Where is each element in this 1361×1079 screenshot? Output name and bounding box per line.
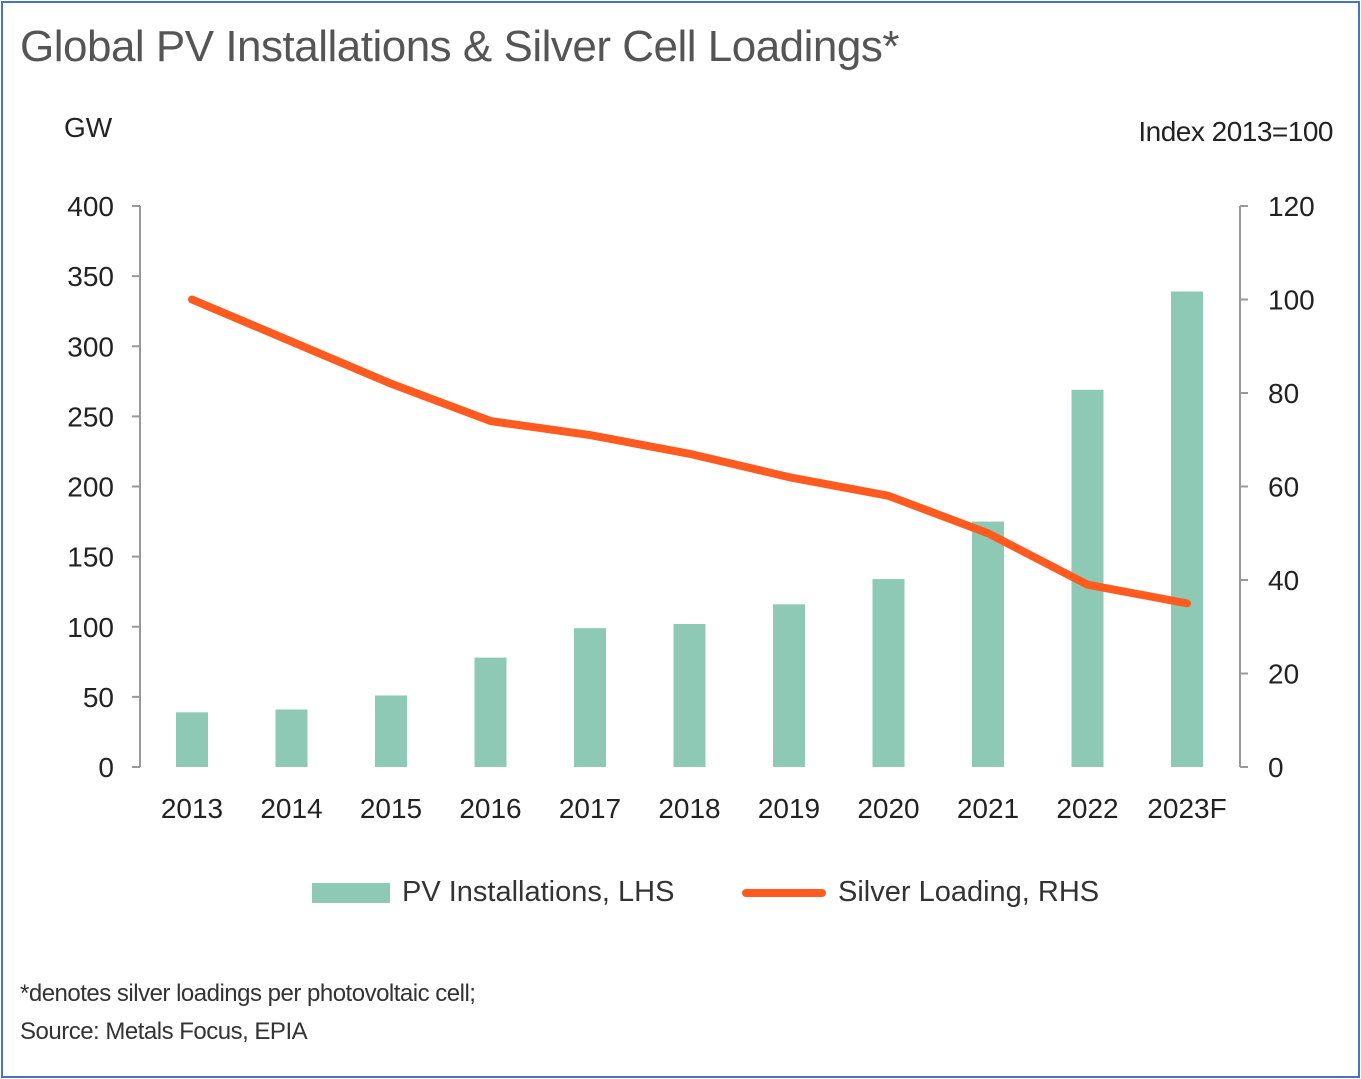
silver-loading-line (188, 295, 1191, 608)
left-tick-label: 350 (67, 261, 114, 292)
left-tick-label: 250 (67, 401, 114, 432)
legend-item-bars: PV Installations, LHS (312, 876, 674, 909)
legend-swatch-line (742, 888, 826, 897)
x-tick-label: 2021 (957, 793, 1019, 824)
legend-item-line: Silver Loading, RHS (742, 876, 1099, 909)
bar-2014 (275, 709, 308, 767)
bar-2017 (574, 628, 606, 767)
left-tick-label: 400 (67, 191, 114, 222)
chart-title: Global PV Installations & Silver Cell Lo… (20, 22, 899, 71)
x-tick-label: 2019 (758, 793, 820, 824)
legend-label-line: Silver Loading, RHS (838, 876, 1100, 908)
right-axis-label: Index 2013=100 (1138, 116, 1333, 147)
bar-2018 (673, 623, 706, 767)
left-tick-label: 300 (67, 331, 114, 362)
right-tick-label: 100 (1268, 285, 1315, 316)
left-axis-label: GW (64, 112, 113, 143)
right-tick-label: 80 (1268, 378, 1299, 409)
left-tick-label: 150 (67, 542, 114, 573)
bar-2021 (972, 521, 1004, 767)
left-tick-label: 200 (67, 472, 114, 503)
bar-2013 (176, 712, 208, 767)
bar-2020 (872, 579, 905, 767)
left-tick-label: 50 (83, 682, 114, 713)
x-tick-label: 2014 (260, 793, 322, 824)
x-tick-label: 2018 (658, 793, 720, 824)
x-tick-label: 2023F (1147, 793, 1226, 824)
bar-2016 (474, 657, 507, 767)
x-tick-label: 2016 (459, 793, 521, 824)
bar-2019 (773, 604, 805, 767)
x-tick-label: 2015 (360, 793, 422, 824)
source-note: Source: Metals Focus, EPIA (20, 1018, 308, 1045)
right-tick-label: 40 (1268, 565, 1299, 596)
bar-2023F (1171, 291, 1203, 767)
x-tick-label: 2017 (559, 793, 621, 824)
right-tick-label: 0 (1268, 752, 1284, 783)
right-tick-label: 20 (1268, 659, 1299, 690)
right-tick-label: 120 (1268, 191, 1315, 222)
left-tick-label: 0 (98, 752, 114, 783)
footnote: *denotes silver loadings per photovoltai… (20, 980, 476, 1007)
right-tick-label: 60 (1268, 472, 1299, 503)
legend-swatch-bar (312, 882, 390, 903)
legend-label-bars: PV Installations, LHS (402, 876, 675, 908)
x-tick-label: 2022 (1056, 793, 1118, 824)
x-tick-label: 2020 (857, 793, 919, 824)
x-tick-label: 2013 (161, 793, 223, 824)
left-tick-label: 100 (67, 612, 114, 643)
bar-2015 (375, 695, 407, 767)
